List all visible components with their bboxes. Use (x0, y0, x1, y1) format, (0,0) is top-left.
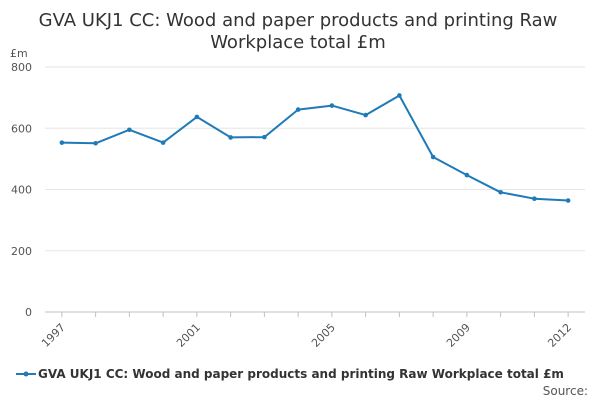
source-label[interactable]: Source: (543, 384, 588, 398)
data-point-2011[interactable] (532, 196, 537, 201)
y-tick-label: 800 (11, 61, 32, 74)
data-point-2001[interactable] (194, 114, 200, 120)
data-point-2009[interactable] (464, 172, 470, 178)
y-tick-label: 600 (11, 122, 32, 135)
data-point-2000[interactable] (160, 140, 166, 145)
data-point-2003[interactable] (262, 134, 267, 140)
data-point-1997[interactable] (59, 140, 65, 145)
legend-series-label: GVA UKJ1 CC: Wood and paper products and… (38, 367, 564, 381)
x-tick-label: 2009 (444, 321, 473, 350)
y-tick-label: 0 (25, 306, 32, 319)
grid-lines (45, 66, 585, 252)
legend-point-marker (23, 371, 29, 377)
x-tick-label: 2005 (309, 321, 338, 350)
data-point-2012[interactable] (565, 198, 571, 203)
series-line-group (59, 93, 571, 203)
data-point-1998[interactable] (93, 140, 98, 146)
data-point-2005[interactable] (329, 103, 335, 108)
legend[interactable]: GVA UKJ1 CC: Wood and paper products and… (16, 367, 564, 381)
data-point-1999[interactable] (127, 127, 132, 133)
x-tick-label: 2001 (174, 321, 203, 350)
series-line (61, 94, 569, 202)
data-point-2007[interactable] (397, 93, 402, 98)
data-point-2008[interactable] (430, 154, 436, 160)
y-tick-label: 400 (11, 184, 32, 197)
chart-title-line-1: GVA UKJ1 CC: Wood and paper products and… (39, 10, 558, 31)
data-point-2004[interactable] (295, 107, 301, 112)
x-tick-label: 2012 (545, 321, 574, 350)
y-axis-unit-label: £m (10, 47, 28, 60)
data-point-2002[interactable] (228, 135, 233, 140)
x-axis: 1997 2001 2005 2009 2012 (39, 311, 585, 350)
data-point-2006[interactable] (363, 112, 368, 118)
x-tick-label: 1997 (39, 321, 68, 350)
y-tick-label: 200 (11, 245, 32, 258)
y-axis-ticks: 0 200 400 600 800 (11, 61, 32, 319)
chart-title-line-2: Workplace total £m (210, 32, 386, 53)
data-point-2010[interactable] (498, 189, 503, 195)
